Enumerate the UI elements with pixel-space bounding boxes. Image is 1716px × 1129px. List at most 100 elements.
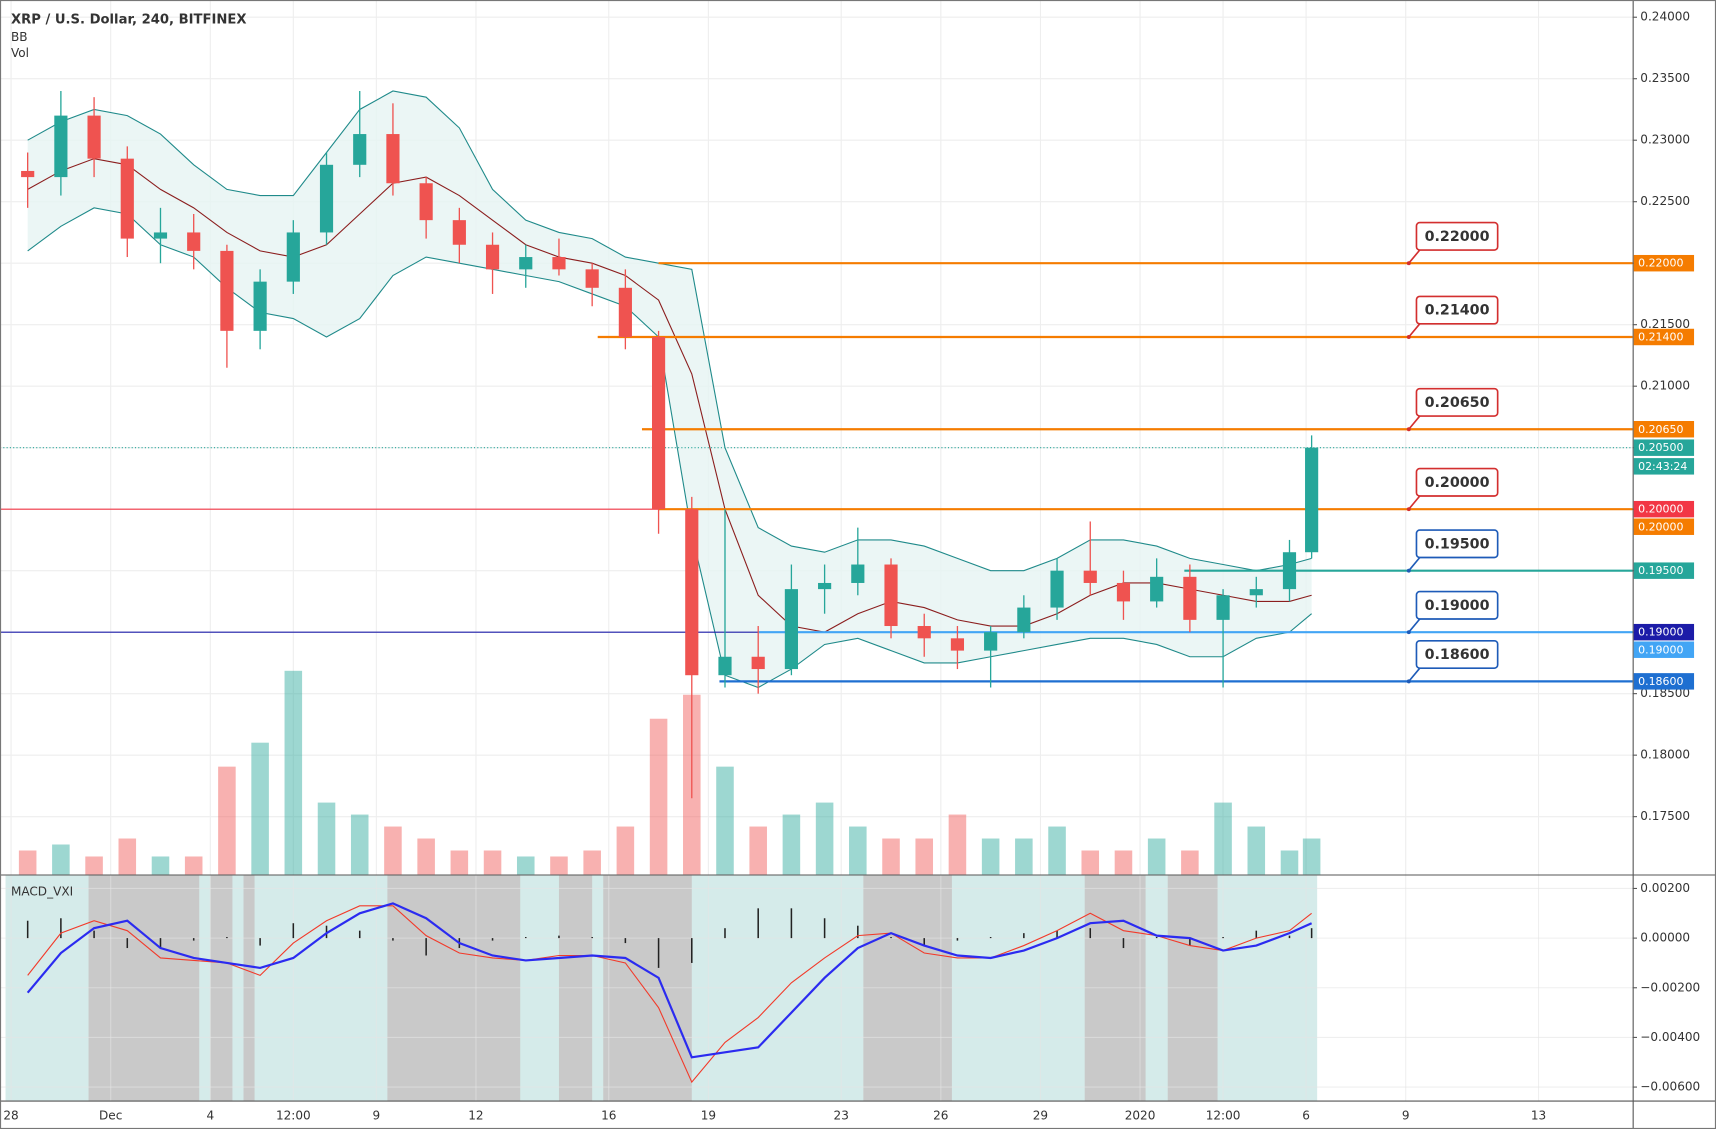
candle-body — [286, 232, 300, 282]
volume-bar — [483, 850, 502, 875]
candle-body — [120, 158, 134, 239]
candle-body — [1216, 595, 1230, 620]
x-tick-label: 23 — [834, 1108, 849, 1122]
y-tick-label: 0.18000 — [1640, 748, 1690, 762]
x-tick-label: 28 — [3, 1108, 18, 1122]
candle-body — [1116, 582, 1131, 602]
callout-label: 0.21400 — [1425, 303, 1490, 319]
level-badge: 0.20000 — [1638, 520, 1683, 533]
y-tick-label: −0.00600 — [1640, 1080, 1700, 1094]
callout-box — [1415, 387, 1499, 417]
candle-body — [851, 564, 865, 583]
volume-bar — [184, 856, 203, 875]
volume-bar — [649, 718, 668, 875]
candle-body — [917, 626, 931, 639]
price-badge: 0.20000 — [1638, 503, 1683, 516]
callout-label: 0.20000 — [1425, 475, 1490, 491]
x-tick-label: 12 — [468, 1108, 483, 1122]
candle-body — [21, 170, 35, 178]
x-tick-label: 12:00 — [276, 1108, 311, 1122]
y-tick-label: 0.22500 — [1640, 194, 1690, 208]
x-tick-label: 29 — [1033, 1108, 1048, 1122]
candle-body — [552, 257, 566, 270]
volume-bar — [1147, 838, 1166, 875]
callout-box — [1415, 467, 1499, 497]
callout-box — [1415, 590, 1499, 620]
candle-body — [1183, 576, 1197, 620]
volume-bar — [317, 802, 336, 875]
candle-body — [419, 183, 433, 221]
volume-bar — [218, 766, 236, 875]
candle-body — [685, 509, 699, 676]
price-badge: 0.19000 — [1638, 626, 1683, 639]
callout-label: 0.19500 — [1425, 536, 1490, 552]
volume-bar — [417, 838, 435, 875]
volume-bar — [1214, 802, 1232, 875]
candle-body — [884, 564, 898, 627]
level-badge-bg — [1633, 254, 1695, 272]
y-tick-label: 0.21000 — [1640, 379, 1690, 393]
volume-bar — [18, 850, 37, 875]
candle-body — [386, 134, 400, 184]
volume-bar — [350, 814, 369, 875]
countdown: 02:43:24 — [1638, 460, 1687, 473]
candle-body — [1249, 589, 1263, 596]
y-tick-label: 0.23500 — [1640, 71, 1690, 85]
candle-body — [187, 232, 201, 251]
volume-bar — [849, 826, 867, 875]
x-tick-label: 4 — [206, 1108, 214, 1122]
candle-body — [253, 281, 267, 331]
volume-bar — [284, 670, 303, 875]
candle-body — [220, 250, 234, 331]
price-badge-bg — [1633, 500, 1695, 518]
callout-pointer — [1408, 323, 1421, 338]
x-tick-label: 13 — [1531, 1108, 1546, 1122]
volume-bar — [1181, 850, 1199, 875]
y-tick-label: 0.00000 — [1640, 931, 1690, 945]
candle-body — [984, 632, 998, 651]
callout-label: 0.19000 — [1425, 598, 1490, 614]
volume-bar — [52, 844, 70, 875]
candle-body — [319, 164, 334, 233]
callout-box — [1415, 295, 1499, 325]
level-badge: 0.20650 — [1638, 423, 1683, 436]
level-badge-bg — [1633, 328, 1695, 346]
x-tick-label: 19 — [701, 1108, 716, 1122]
candle-body — [54, 115, 68, 178]
volume-bar — [1302, 838, 1321, 875]
candle-body — [1150, 576, 1164, 602]
x-tick-label: 26 — [933, 1108, 948, 1122]
bb-line — [27, 207, 1312, 689]
y-tick-label: 0.23000 — [1640, 133, 1690, 147]
x-tick-label: Dec — [99, 1108, 122, 1122]
candle-body — [452, 220, 466, 245]
signal-line — [26, 902, 1313, 1059]
callout-pointer — [1408, 415, 1421, 430]
volume-bar — [1048, 826, 1066, 875]
callout-pointer — [1408, 667, 1421, 682]
y-tick-label: −0.00400 — [1640, 1030, 1700, 1044]
candle-body — [353, 134, 367, 165]
volume-bar — [516, 856, 535, 875]
chart-title: XRP / U.S. Dollar, 240, BITFINEX — [11, 13, 247, 28]
price-badge-bg — [1633, 439, 1695, 456]
callout-box — [1415, 221, 1499, 251]
candle-body — [153, 232, 168, 239]
candle-body — [818, 582, 832, 590]
level-badge: 0.22000 — [1638, 257, 1683, 270]
y-tick-label: 0.17500 — [1640, 809, 1690, 823]
level-badge: 0.21400 — [1638, 331, 1683, 344]
candle-body — [718, 656, 732, 676]
level-badge-bg — [1633, 673, 1695, 690]
level-badge-bg — [1633, 421, 1695, 438]
y-tick-label: 0.18500 — [1640, 686, 1690, 700]
candle-body — [1017, 607, 1031, 633]
plot-layer: 0.22000 0.21400 0.20650 0.20000 0.19500 0.190… — [0, 0, 1633, 1101]
volume-bar — [251, 742, 269, 875]
candle-body — [585, 269, 599, 288]
candle-body — [485, 244, 500, 270]
volume-bar — [550, 856, 568, 875]
price-badge: 0.20500 — [1638, 441, 1683, 454]
